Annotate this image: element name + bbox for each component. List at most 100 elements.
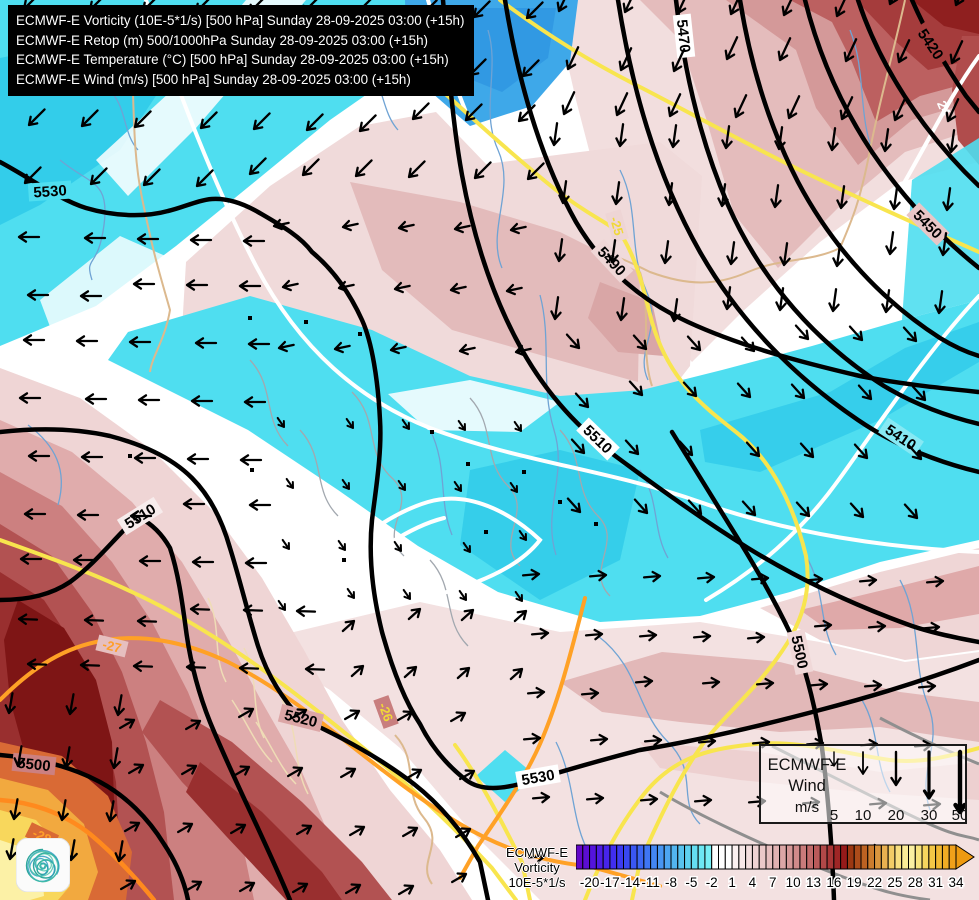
wind-arrow (180, 764, 198, 776)
wind-arrow (531, 791, 551, 804)
wind-arrow (242, 235, 266, 247)
colorbar-tick: 19 (847, 875, 862, 890)
wind-arrow (686, 335, 702, 352)
wind-arrow (281, 279, 299, 292)
wind-arrow (248, 499, 272, 511)
wind-arrow (396, 710, 414, 722)
calm-wind-dot (358, 332, 362, 336)
wind-arrow (449, 711, 467, 723)
wind-arrow (464, 103, 483, 122)
colorbar-cell (663, 844, 672, 870)
wind-arrow (118, 718, 136, 730)
title-line-vorticity: ECMWF-E Vorticity (10E-5*1/s) [500 hPa] … (16, 13, 465, 28)
colorbar-cell (948, 844, 957, 870)
wind-arrow (907, 444, 923, 461)
colorbar-cell (887, 844, 896, 870)
wind-arrow (521, 568, 541, 581)
svg-text:-26: -26 (376, 701, 397, 724)
wind-arrow (622, 0, 637, 14)
wind-arrow (133, 452, 157, 464)
wind-arrow (304, 663, 326, 676)
wind-arrow (660, 240, 672, 265)
wind-arrow (22, 334, 46, 346)
wind-arrow (281, 538, 290, 550)
wind-legend-arrow (890, 750, 902, 787)
wind-arrow (570, 438, 586, 455)
wind-arrow (26, 658, 48, 671)
wind-arrow (949, 40, 964, 65)
wind-arrow (611, 181, 623, 206)
colorbar-cell (650, 844, 658, 870)
wind-arrow (136, 615, 158, 628)
wind-arrow (668, 124, 680, 149)
wind-arrow (521, 59, 540, 78)
calm-wind-dot (128, 454, 132, 458)
wind-arrow (345, 417, 354, 429)
wind-arrow (393, 281, 411, 294)
calm-wind-dot (430, 430, 434, 434)
wind-arrow (682, 381, 698, 398)
wind-arrow (741, 500, 757, 517)
wind-arrow (185, 880, 203, 892)
wind-arrow (584, 628, 604, 641)
colorbar-cell (867, 844, 876, 870)
svg-text:5500: 5500 (787, 634, 811, 670)
colorbar-tick: 16 (826, 875, 841, 890)
colorbar-cell (609, 844, 618, 870)
colorbar-cell (785, 844, 794, 870)
wind-arrow (194, 337, 218, 349)
colorbar-cell (718, 844, 726, 870)
colorbar-cell (670, 844, 679, 870)
calm-wind-dot (248, 316, 252, 320)
wind-arrow (337, 539, 346, 551)
colorbar-cell (684, 844, 692, 870)
wind-arrow (701, 676, 721, 689)
wind-legend-speed: 20 (888, 807, 905, 822)
wind-arrow (397, 220, 415, 233)
colorbar-tick: -8 (665, 875, 677, 890)
wind-arrow (123, 821, 141, 833)
wind-arrow (79, 659, 101, 672)
logo-spiral-icon (25, 848, 60, 883)
wind-arrow (185, 661, 207, 674)
svg-text:-27: -27 (101, 637, 123, 656)
wind-arrow (61, 746, 73, 769)
colorbar-cell (751, 844, 760, 870)
wind-arrow (5, 838, 17, 861)
wind-arrow (589, 733, 609, 746)
svg-text:5530: 5530 (520, 767, 556, 790)
wind-arrow (804, 573, 824, 586)
wind-arrow (186, 453, 210, 465)
wind-arrow (462, 541, 471, 553)
colorbar-tick: 28 (908, 875, 923, 890)
wind-arrow (27, 450, 51, 462)
wind-arrow (458, 589, 467, 601)
wind-arrow (616, 297, 628, 322)
wind-arrow (23, 508, 47, 520)
colorbar-cell (697, 844, 706, 870)
colorbar-cell (616, 844, 624, 870)
colorbar-cell (921, 844, 930, 870)
wind-arrow (853, 443, 869, 460)
wind-legend-speed: 30 (921, 807, 938, 822)
wind-arrow (341, 478, 350, 490)
colorbar-cell (840, 844, 848, 870)
wind-arrow (17, 613, 39, 626)
wind-arrow (858, 574, 878, 587)
calm-wind-dot (342, 558, 346, 562)
colorbar-cell (677, 844, 686, 870)
wind-arrow (614, 92, 629, 117)
wind-arrow (247, 338, 271, 350)
colorbar-tick: 10 (786, 875, 801, 890)
wind-arrow (248, 157, 267, 176)
calm-wind-dot (466, 462, 470, 466)
wind-arrow (799, 442, 815, 459)
colorbar-cell (813, 844, 821, 870)
colorbar-cell (656, 844, 665, 870)
colorbar-cell (643, 844, 652, 870)
wind-arrow (588, 569, 608, 582)
colorbar-cell (765, 844, 774, 870)
wind-arrow (887, 0, 902, 6)
